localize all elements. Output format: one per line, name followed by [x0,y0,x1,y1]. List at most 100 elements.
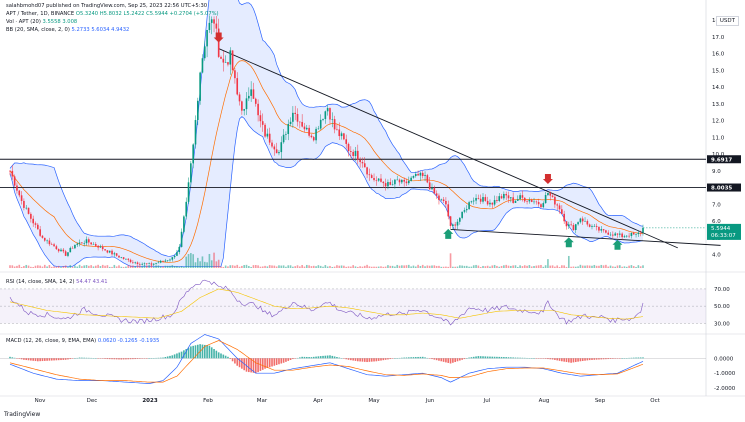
volume-bar [238,266,241,268]
volume-bar [303,266,306,268]
candle-body [533,201,535,203]
volume-bar [630,265,633,268]
candle-body [438,195,440,200]
candle-body [187,182,190,202]
macd-histogram-bar [449,358,452,364]
volume-bar [285,266,287,268]
candle-body [558,205,561,210]
macd-histogram-bar [454,358,456,363]
candle-body [556,204,559,206]
macd-histogram-bar [463,358,466,360]
candle-body [64,251,67,256]
volume-bar [289,265,292,268]
bb-values: 5.2733 5.6034 4.9432 [71,27,130,33]
candle-body [285,134,287,135]
volume-bar [317,265,320,268]
volume-bar [176,266,178,268]
candle-body [317,128,320,130]
macd-histogram-bar [67,358,69,360]
current-price-box [707,223,741,240]
candle-body [389,182,392,185]
macd-histogram-bar [421,356,424,359]
candle-body [468,202,470,210]
macd-histogram-bar [639,357,642,359]
volume-bar [69,265,72,268]
volume-bar [111,266,113,268]
macd-histogram-bar [210,347,213,359]
volume-bar [491,265,494,268]
candle-body [577,222,579,225]
candle-body [410,177,412,181]
volume-bar [11,265,14,268]
volume-bar [9,265,11,268]
candle-body [268,133,271,143]
macd-title: MACD (12, 26, close, 9, EMA, EMA) [6,338,97,344]
volume-bar [419,265,422,268]
volume-bar [535,265,538,268]
candle-body [324,111,327,120]
volume-bar [516,266,519,268]
volume-bar [350,266,352,268]
candle-body [50,244,53,245]
volume-bar [220,266,222,268]
macd-histogram-bar [491,356,494,359]
macd-histogram-bar [62,358,65,360]
candle-body [250,89,252,96]
candle-body [254,98,257,104]
candle-body [625,235,628,237]
macd-histogram-bar [361,358,364,362]
ohlc-values: O5.3240 H5.8032 L5.2422 C5.5944 +0.2704 … [75,11,219,17]
candle-body [605,230,607,233]
candle-body [27,207,30,214]
volume-bar [475,264,477,268]
volume-bar [417,264,419,268]
candle-body [570,224,572,226]
candle-body [9,170,11,172]
candle-body [398,179,401,183]
volume-bar [183,266,185,268]
macd-histogram-bar [470,357,473,359]
macd-histogram-bar [637,357,640,359]
macd-histogram-bar [424,357,426,359]
volume-bar [296,265,299,268]
candle-body [380,178,382,182]
candle-body [301,122,303,127]
currency-badge[interactable]: USDT [715,16,739,26]
volume-bar [540,264,542,268]
x-tick-label: Oct [650,398,660,404]
candle-body [275,149,278,154]
volume-bar [210,260,213,268]
candle-body [484,197,487,201]
candle-body [108,250,111,253]
candle-body [630,232,633,236]
candle-body [122,257,125,259]
macd-histogram-bar [373,358,375,362]
candle-body [296,113,299,122]
volume-bar [241,265,243,268]
candle-body [431,187,433,190]
candle-body [373,177,375,181]
candle-body [472,200,475,202]
candle-body [261,121,264,125]
macd-histogram-bar [238,358,241,368]
level-label: 9.6917 [711,157,732,163]
candle-body [315,128,317,141]
volume-bar [331,266,334,268]
candle-body [201,58,204,73]
candle-body [424,175,426,176]
price-tick-label: 6.0 [712,219,721,225]
volume-bar [206,262,208,268]
candle-body [208,22,211,30]
macd-histogram-bar [579,358,582,362]
volume-bar [180,266,183,268]
candle-body [99,246,102,248]
volume-bar [37,265,39,268]
falling-trendline [218,48,678,249]
volume-bar [354,266,357,268]
macd-histogram-bar [551,358,554,360]
tradingview-logo: TradingView [4,411,41,418]
volume-bar [282,265,285,268]
candle-body [11,170,14,177]
volume-bar [266,266,269,268]
